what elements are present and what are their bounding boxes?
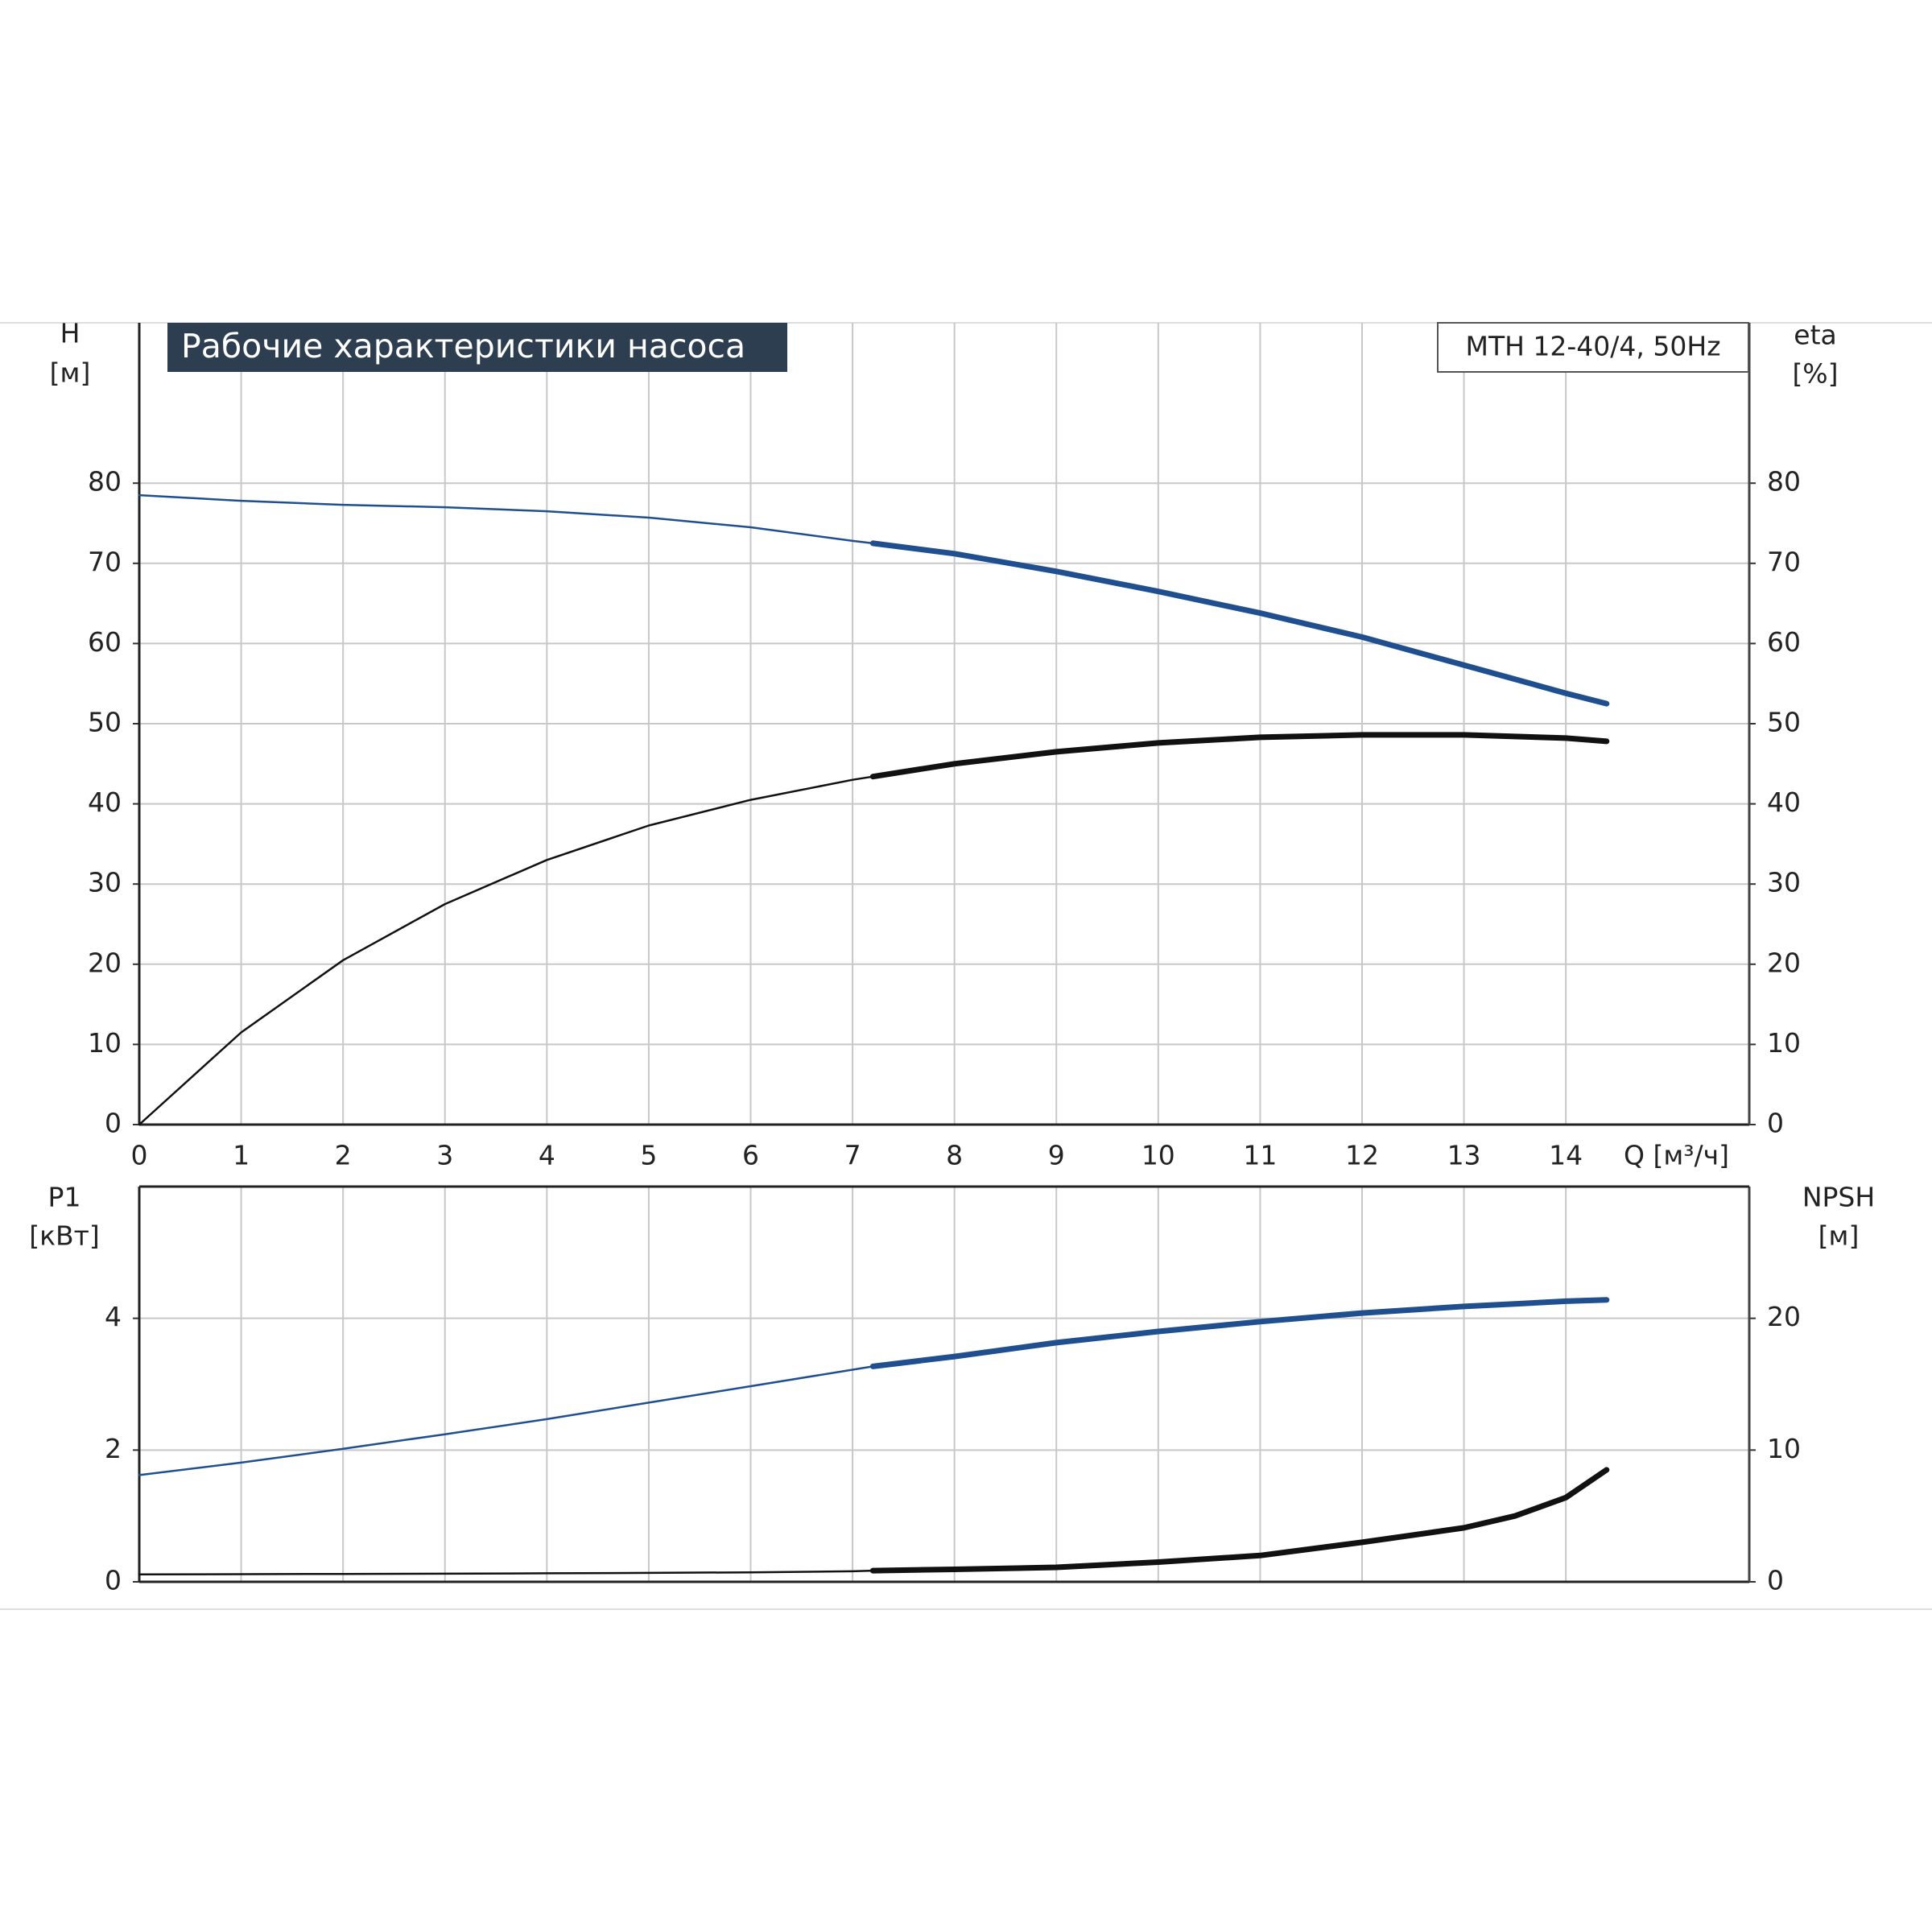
y2-tick-label: 20	[1767, 1301, 1801, 1332]
y-tick-label: 4	[105, 1301, 122, 1332]
x-tick-label: 2	[335, 1140, 352, 1171]
series-line-bold	[869, 732, 1610, 780]
y2-axis-label: NPSH	[1802, 1182, 1875, 1213]
y2-tick-label: 40	[1767, 786, 1801, 818]
y-tick-label: 0	[105, 1108, 122, 1139]
series-line-bold	[869, 1297, 1610, 1369]
x-tick-label: 3	[436, 1140, 453, 1171]
chart-title: Рабочие характеристики насоса	[181, 327, 745, 365]
series-line	[138, 493, 1608, 705]
y-tick-label: 0	[105, 1565, 122, 1596]
model-label: MTH 12-40/4, 50Hz	[1465, 331, 1720, 362]
y2-tick-label: 0	[1767, 1108, 1784, 1139]
y2-tick-label: 60	[1767, 626, 1801, 658]
model-box	[1437, 322, 1749, 373]
y2-tick-label: 20	[1767, 947, 1801, 978]
y2-axis-label: [м]	[1818, 1220, 1860, 1252]
y-tick-label: 30	[88, 867, 122, 898]
y-tick-label: 10	[88, 1027, 122, 1059]
y-axis-label: H	[60, 318, 80, 349]
x-tick-label: 7	[844, 1140, 861, 1171]
y-tick-label: 80	[88, 466, 122, 497]
x-tick-label: 0	[131, 1140, 148, 1171]
x-tick-label: 9	[1048, 1140, 1065, 1171]
y2-tick-label: 30	[1767, 867, 1801, 898]
x-tick-label: 4	[539, 1140, 555, 1171]
series-line-bold	[869, 540, 1610, 707]
x-axis-label: Q [м³/ч]	[1624, 1140, 1729, 1171]
x-tick-label: 10	[1141, 1140, 1175, 1171]
y2-tick-label: 0	[1767, 1565, 1784, 1596]
x-tick-label: 13	[1447, 1140, 1481, 1171]
series-line	[138, 1468, 1608, 1576]
y2-tick-label: 80	[1767, 466, 1801, 497]
y2-axis-label: eta	[1794, 320, 1836, 351]
series-line-bold	[869, 1467, 1610, 1574]
y2-tick-label: 10	[1767, 1433, 1801, 1464]
plots: 0 1 2 3 4 5 6 7 8 9 10 11 12 13 1401020304050607080010…	[29, 318, 1875, 1596]
y-tick-label: 60	[88, 626, 122, 658]
x-tick-label: 5	[640, 1140, 657, 1171]
x-tick-label: 1	[233, 1140, 250, 1171]
y2-tick-label: 10	[1767, 1027, 1801, 1059]
y-tick-label: 2	[105, 1433, 122, 1464]
x-tick-label: 12	[1345, 1140, 1379, 1171]
y2-tick-label: 50	[1767, 707, 1801, 738]
x-tick-label: 11	[1243, 1140, 1277, 1171]
y2-axis-label: [%]	[1792, 358, 1838, 390]
title-box	[167, 323, 787, 372]
x-tick-label: 6	[742, 1140, 759, 1171]
y-axis-label: [кВт]	[29, 1220, 100, 1252]
y-tick-label: 50	[88, 707, 122, 738]
x-tick-label: 14	[1549, 1140, 1583, 1171]
y-axis-label: P1	[48, 1182, 81, 1213]
y2-tick-label: 70	[1767, 546, 1801, 577]
series-line	[138, 1298, 1608, 1476]
series-line	[138, 733, 1608, 1126]
y-tick-label: 70	[88, 546, 122, 577]
y-tick-label: 20	[88, 947, 122, 978]
x-tick-label: 8	[946, 1140, 963, 1171]
y-axis-label: [м]	[50, 357, 91, 389]
y-tick-label: 40	[88, 786, 122, 818]
